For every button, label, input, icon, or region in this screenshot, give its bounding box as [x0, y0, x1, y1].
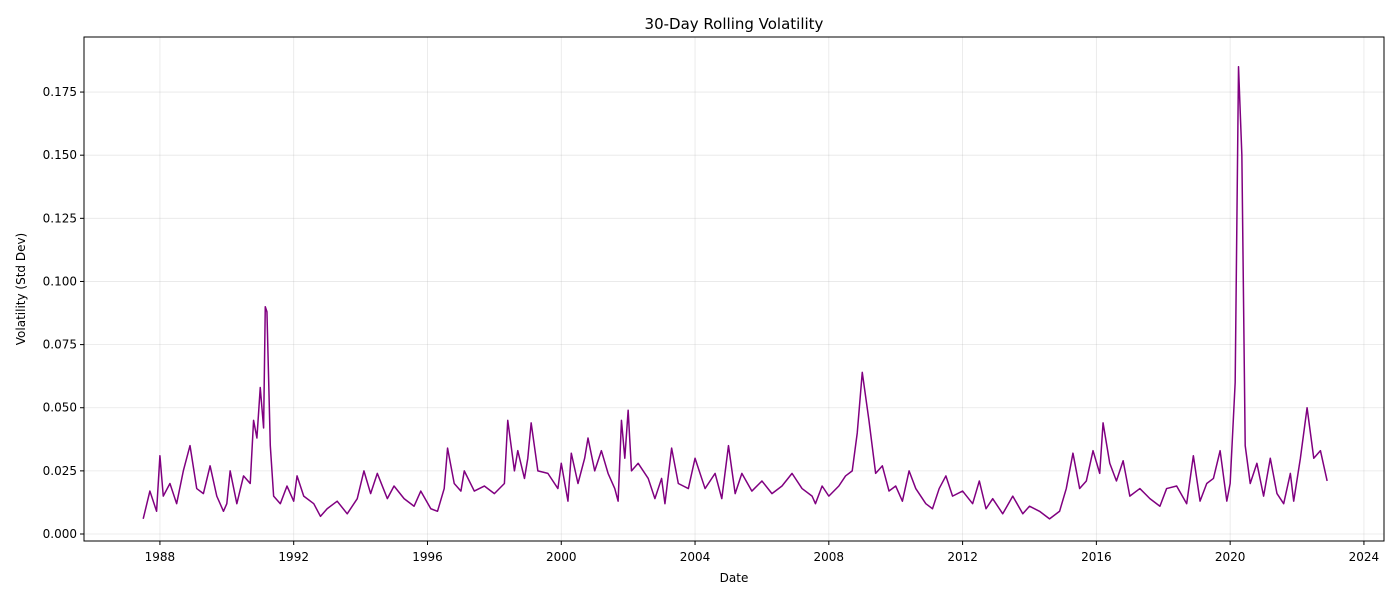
x-tick-label: 2016 — [1081, 550, 1112, 564]
x-tick-label: 2024 — [1349, 550, 1380, 564]
x-tick-label: 2020 — [1215, 550, 1246, 564]
y-tick-label: 0.075 — [43, 338, 77, 352]
plot-frame — [83, 36, 1385, 542]
chart-title: 30-Day Rolling Volatility — [645, 15, 824, 33]
y-tick-label: 0.050 — [43, 401, 77, 415]
y-tick-label: 0.100 — [43, 274, 77, 288]
y-tick-label: 0.025 — [43, 464, 77, 478]
x-tick-label: 2008 — [814, 550, 845, 564]
x-tick-label: 2012 — [947, 550, 978, 564]
x-tick-label: 1992 — [278, 550, 309, 564]
x-tick-label: 1996 — [412, 550, 443, 564]
x-tick-label: 2004 — [680, 550, 711, 564]
y-tick-label: 0.000 — [43, 527, 77, 541]
x-tick-label: 2000 — [546, 550, 577, 564]
y-tick-label: 0.150 — [43, 148, 77, 162]
y-axis-label: Volatility (Std Dev) — [14, 233, 28, 345]
x-tick-label: 1988 — [145, 550, 176, 564]
data-line — [142, 66, 1328, 520]
x-axis-label: Date — [720, 571, 749, 585]
y-tick-label: 0.125 — [43, 211, 77, 225]
y-tick-label: 0.175 — [43, 85, 77, 99]
